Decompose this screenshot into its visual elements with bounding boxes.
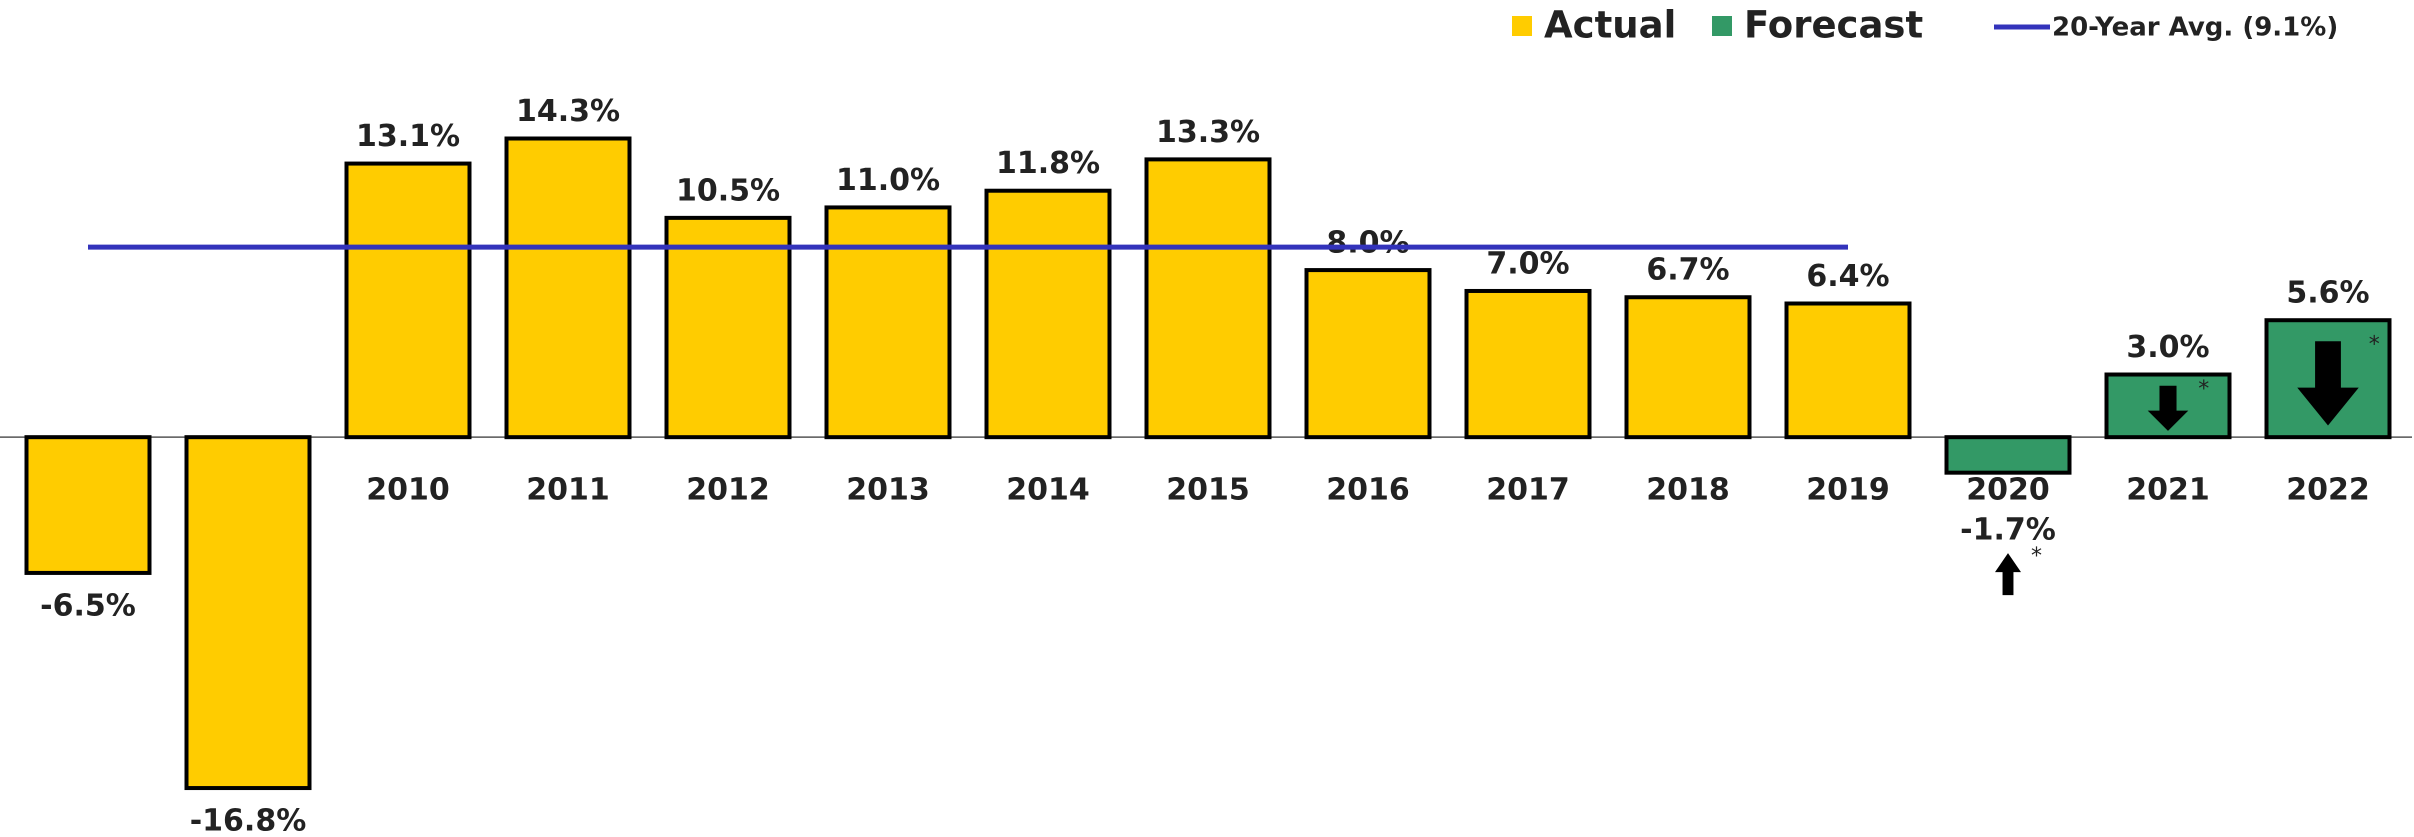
x-tick-label: 2022 (2286, 473, 2370, 508)
x-tick-label: 2015 (1166, 473, 1250, 508)
value-label: 5.6% (2286, 276, 2369, 311)
x-tick-label: 2010 (366, 473, 450, 508)
legend-label: 20-Year Avg. (9.1%) (2052, 13, 2338, 43)
x-tick-label: 2019 (1806, 473, 1890, 508)
bar (24, 435, 152, 575)
bar (1304, 268, 1432, 440)
value-label: 14.3% (516, 94, 620, 129)
x-tick-label: 2012 (686, 473, 770, 508)
bar (1624, 295, 1752, 440)
value-label: 6.4% (1806, 259, 1889, 294)
legend-label: Actual (1544, 4, 1676, 47)
bar (504, 136, 632, 440)
x-tick-label: 2014 (1006, 473, 1090, 508)
value-label: 7.0% (1486, 246, 1569, 281)
bar (344, 161, 472, 440)
bar (1944, 435, 2072, 475)
value-label: -16.8% (190, 804, 307, 837)
value-label: 8.0% (1326, 226, 1409, 261)
arrow (2297, 341, 2359, 426)
value-label: 11.0% (836, 163, 940, 198)
value-label: 13.1% (356, 119, 460, 154)
bar (984, 188, 1112, 440)
legend-swatch (1712, 16, 1732, 36)
legend-label: Forecast (1744, 4, 1923, 47)
arrow (2147, 385, 2189, 431)
x-tick-label: 2018 (1646, 473, 1730, 508)
bar (1464, 288, 1592, 440)
value-label: 11.8% (996, 146, 1100, 181)
x-tick-label: 2016 (1326, 473, 1410, 508)
x-tick-label: 2020 (1966, 473, 2050, 508)
value-label: 6.7% (1646, 253, 1729, 288)
bar (824, 205, 952, 440)
annotation: * (2369, 332, 2380, 357)
bar (664, 215, 792, 440)
arrow (1995, 553, 2021, 596)
value-label: -6.5% (40, 588, 136, 623)
x-tick-label: 2011 (526, 473, 610, 508)
value-label: 13.3% (1156, 115, 1260, 150)
bar (184, 435, 312, 791)
bar (1144, 157, 1272, 440)
x-tick-label: 2021 (2126, 473, 2210, 508)
legend-swatch (1512, 16, 1532, 36)
annotation: * (2031, 544, 2042, 569)
annotation: * (2198, 377, 2209, 402)
x-tick-label: 2017 (1486, 473, 1570, 508)
value-label: 3.0% (2126, 330, 2209, 365)
value-label: -1.7% (1960, 513, 2056, 548)
bar (1784, 301, 1912, 440)
x-tick-label: 2013 (846, 473, 930, 508)
value-label: 10.5% (676, 173, 780, 208)
